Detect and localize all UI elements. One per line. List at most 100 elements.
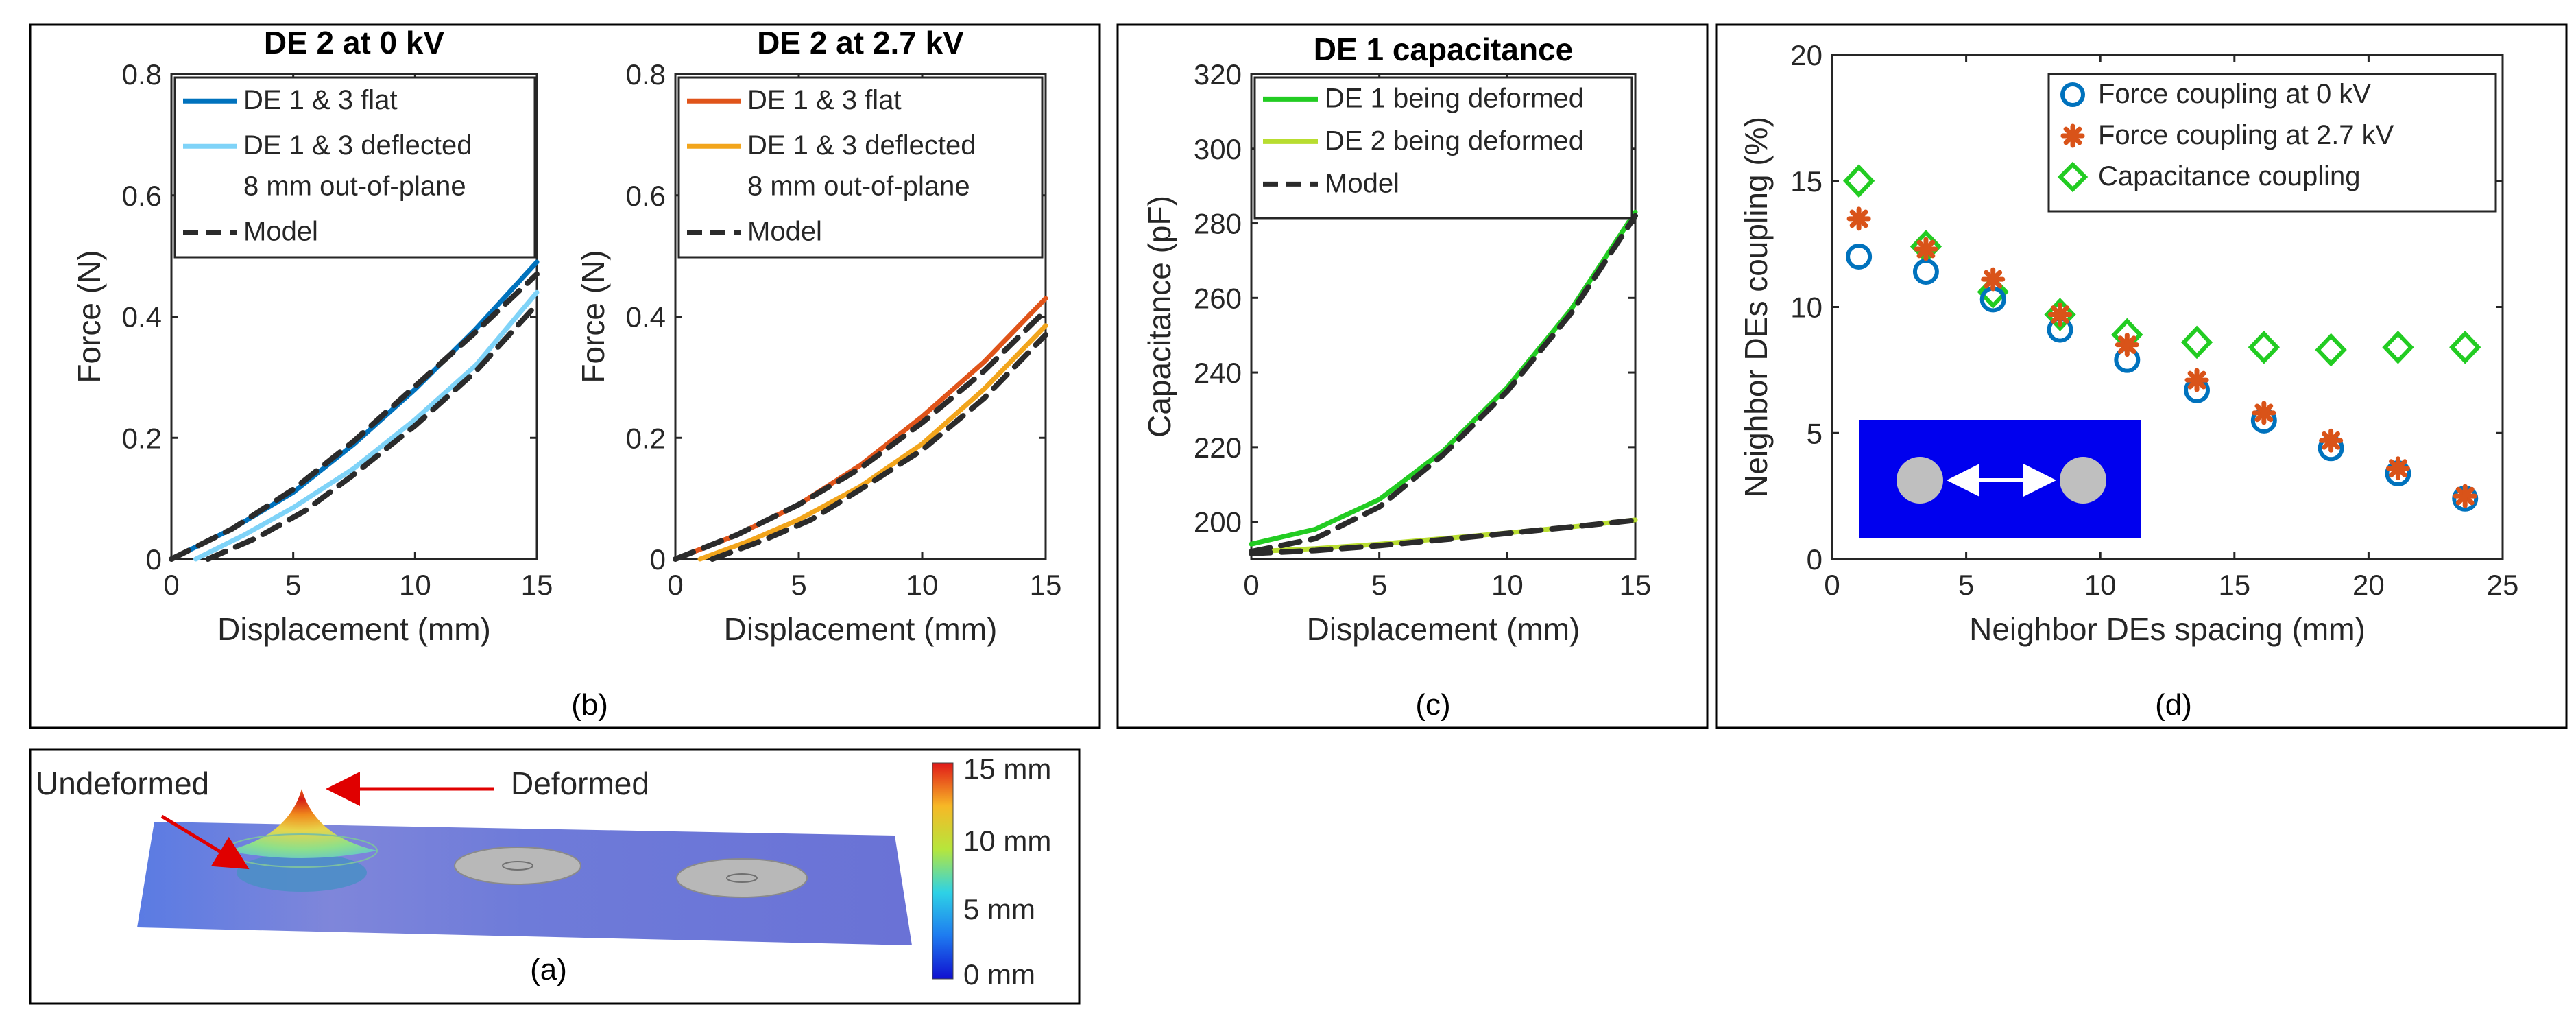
point-capacitance-coupling (2044, 298, 2076, 331)
spacing-inset (1859, 420, 2141, 538)
x-tick-label: 5 (285, 569, 301, 601)
colorbar-tick: 10 mm (963, 825, 1051, 857)
point-capacitance-coupling (2449, 330, 2481, 364)
point-force-2-7kv (2385, 456, 2410, 481)
x-tick-label: 5 (791, 569, 806, 601)
point-force-2-7kv (2115, 333, 2139, 357)
colorbar-tick: 0 mm (963, 958, 1035, 991)
colorbar-tick: 15 mm (963, 753, 1051, 785)
x-tick-label: 0 (163, 569, 179, 601)
point-force-2-7kv (2319, 428, 2344, 453)
asterisk-stroke (2455, 486, 2475, 506)
legend-label: Capacitance coupling (2098, 161, 2360, 191)
chart-title: DE 2 at 0 kV (264, 25, 445, 60)
annot-undeformed: Undeformed (36, 766, 209, 801)
y-axis-label: Force (N) (575, 250, 611, 383)
x-tick-label: 0 (1243, 569, 1259, 601)
asterisk-stroke (2322, 431, 2341, 450)
electrode-3-dot (726, 873, 758, 883)
electrode-3 (676, 858, 808, 898)
inset-electrode-right (2060, 457, 2106, 504)
series-line-3 (1249, 213, 1638, 555)
y-tick-label: 260 (1194, 282, 1242, 314)
asterisk-stroke (2187, 370, 2206, 390)
chart-b2: 0 5 10 15 0 0.2 0.4 0.6 0.8 Displacement (mm) Forc… (575, 25, 1061, 647)
x-tick-label: 5 (1958, 569, 1974, 601)
point-force-2-7kv (2453, 484, 2477, 508)
asterisk-stroke (2117, 335, 2136, 355)
point-capacitance-coupling (2248, 330, 2280, 364)
x-tick-label: 25 (2487, 569, 2519, 601)
y-tick-label: 240 (1194, 357, 1242, 389)
panel-c-label: (c) (1415, 688, 1450, 722)
x-axis-label: Displacement (mm) (1307, 611, 1580, 647)
x-tick-label: 15 (1030, 569, 1062, 601)
x-tick-label: 10 (906, 569, 939, 601)
legend-marker (2057, 161, 2089, 193)
asterisk-stroke (1849, 209, 1868, 228)
legend-box (677, 76, 1044, 259)
x-tick-label: 15 (2218, 569, 2250, 601)
legend-label: DE 1 & 3 deflected (243, 130, 472, 161)
x-tick-label: 0 (1824, 569, 1840, 601)
x-tick-label: 15 (521, 569, 553, 601)
y-tick-label: 0.4 (122, 301, 162, 333)
x-tick-label: 10 (1491, 569, 1524, 601)
x-tick-label: 0 (667, 569, 683, 601)
series-line-3 (169, 271, 540, 562)
legend-label: DE 1 & 3 flat (243, 85, 398, 115)
y-tick-label: 220 (1194, 431, 1242, 464)
chart-b1: 0 5 10 15 0 0.2 0.4 0.6 0.8 Displacement (mm) Forc… (71, 25, 553, 647)
y-tick-label: 20 (1790, 39, 1822, 71)
x-tick-label: 10 (2084, 569, 2117, 601)
y-tick-label: 320 (1194, 58, 1242, 91)
y-tick-label: 5 (1807, 417, 1822, 449)
deformed-cone (226, 789, 377, 858)
point-force-0kv (1846, 244, 1873, 270)
y-tick-label: 15 (1790, 165, 1822, 198)
legend-label: Model (1325, 168, 1399, 198)
legend-label: DE 1 being deformed (1325, 83, 1584, 113)
y-axis-label: Force (N) (71, 250, 107, 383)
point-capacitance-coupling (1842, 164, 1875, 198)
y-tick-label: 0.8 (626, 58, 666, 91)
legend-label: 8 mm out-of-plane (747, 171, 970, 202)
y-tick-label: 0.6 (626, 180, 666, 212)
inset-electrode-left (1897, 457, 1943, 504)
asterisk-stroke (2051, 305, 2069, 324)
legend-label: DE 1 & 3 flat (747, 85, 902, 115)
x-tick-label: 5 (1371, 569, 1387, 601)
annot-deformed: Deformed (511, 766, 649, 801)
undeformed-arrow (160, 814, 250, 870)
asterisk-stroke (2254, 403, 2274, 423)
legend-label: Force coupling at 0 kV (2098, 79, 2371, 109)
point-force-2-7kv (2048, 303, 2073, 327)
y-tick-label: 0.6 (122, 180, 162, 212)
asterisk-stroke (2389, 459, 2407, 478)
point-force-2-7kv (1914, 237, 1938, 261)
x-tick-label: 10 (399, 569, 431, 601)
x-tick-label: 15 (1620, 569, 1652, 601)
series-line-4 (710, 332, 1048, 562)
panel-a-render: Undeformed Deformed 15 mm 10 mm 5 mm 0 m… (36, 753, 1051, 991)
chart-title: DE 1 capacitance (1314, 32, 1573, 67)
y-tick-label: 0.2 (122, 422, 162, 454)
series-line-4 (1249, 517, 1638, 556)
panel-b-label: (b) (571, 688, 608, 722)
legend-box (2047, 73, 2497, 213)
y-tick-label: 200 (1194, 506, 1242, 538)
y-axis-label: Neighbor DEs coupling (%) (1738, 117, 1774, 497)
point-force-2-7kv (1981, 267, 2006, 292)
legend-label: Force coupling at 2.7 kV (2098, 120, 2394, 150)
y-axis-label: Capacitance (pF) (1142, 196, 1177, 438)
y-tick-label: 0.8 (122, 58, 162, 91)
legend-label: DE 2 being deformed (1325, 126, 1584, 156)
y-tick-label: 280 (1194, 208, 1242, 240)
series-line-2 (193, 289, 540, 562)
chart-title: DE 2 at 2.7 kV (757, 25, 964, 60)
chart-d: 0 5 10 15 20 25 0 5 10 15 20 Neighbor DEs spacing (… (1738, 39, 2518, 647)
y-tick-label: 0.4 (626, 301, 666, 333)
x-tick-label: 20 (2352, 569, 2385, 601)
legend-label: Model (243, 217, 318, 247)
